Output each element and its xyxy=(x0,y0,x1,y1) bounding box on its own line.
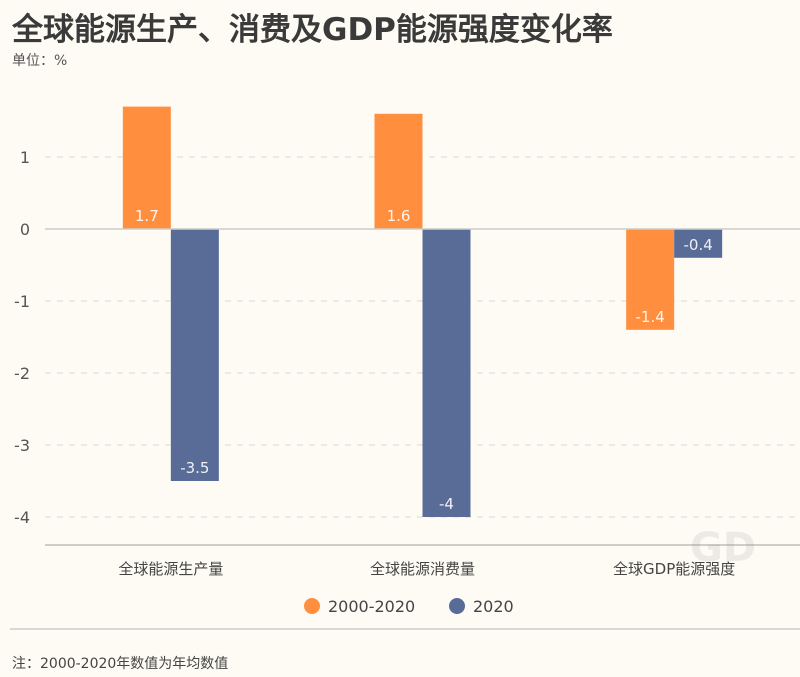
y-tick-label: -1 xyxy=(14,292,30,311)
footer-divider xyxy=(10,628,800,630)
chart-title: 全球能源生产、消费及GDP能源强度变化率 xyxy=(12,12,613,48)
bar-chart: 1 0 -1 -2 -3 -4 1.7 -3.5 全球能源生产量 1.6 -4 全球能源消费量 -1.4… xyxy=(14,106,800,616)
watermark-logo: GD xyxy=(690,525,757,571)
x-tick-label: 全球GDP能源强度 xyxy=(613,560,735,578)
y-tick-label: -3 xyxy=(14,436,30,455)
bar-2000-2020 xyxy=(374,113,423,229)
data-label: -1.4 xyxy=(636,308,665,326)
bar-2020 xyxy=(674,229,723,258)
x-tick-label: 全球能源消费量 xyxy=(370,560,475,578)
y-tick-label: 1 xyxy=(20,148,30,167)
y-tick-label: 0 xyxy=(20,220,30,239)
legend-label: 2000-2020 xyxy=(328,597,415,616)
data-label: -4 xyxy=(439,495,454,513)
bar-2000-2020 xyxy=(626,229,675,330)
y-tick-label: -4 xyxy=(14,508,30,527)
data-label: 1.6 xyxy=(387,207,411,225)
footnote: 注：2000-2020年数值为年均数值 xyxy=(12,656,229,672)
data-label: -3.5 xyxy=(180,459,209,477)
data-label: 1.7 xyxy=(135,207,159,225)
x-tick-label: 全球能源生产量 xyxy=(118,560,223,578)
legend-label: 2020 xyxy=(473,597,514,616)
y-tick-label: -2 xyxy=(14,364,30,383)
unit-label: 单位：% xyxy=(12,53,68,69)
bar-2020 xyxy=(170,229,219,481)
legend-marker-2000-2020 xyxy=(304,598,320,614)
bar-2000-2020 xyxy=(122,106,171,229)
data-label: -0.4 xyxy=(684,236,713,254)
legend-marker-2020 xyxy=(449,598,465,614)
bar-2020 xyxy=(422,229,471,517)
